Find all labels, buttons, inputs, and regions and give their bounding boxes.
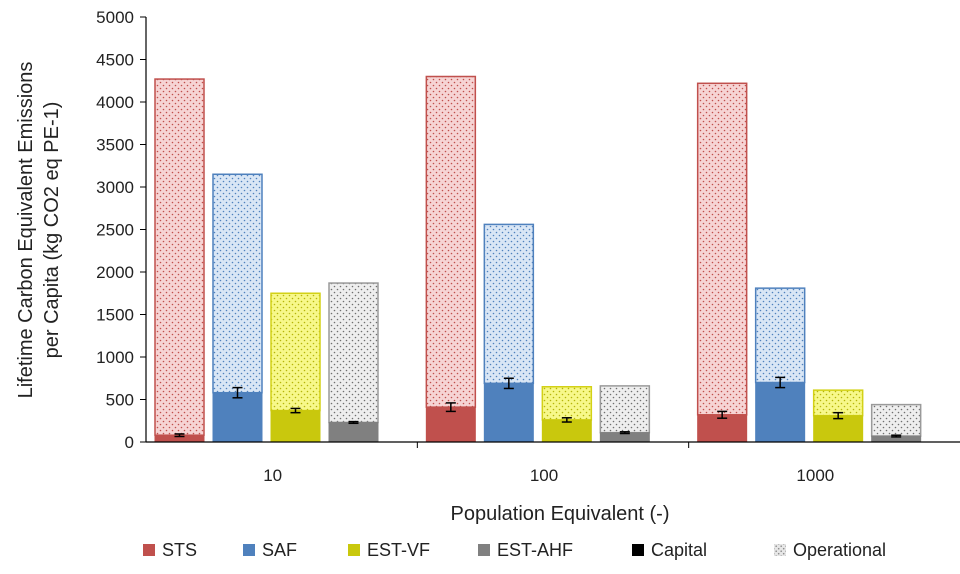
bar-operational xyxy=(328,282,379,424)
bar-capital xyxy=(541,419,592,443)
legend-swatch xyxy=(348,544,360,556)
legend-label: EST-AHF xyxy=(497,540,573,560)
legend-label: STS xyxy=(162,540,197,560)
y-axis-title-line-1: Lifetime Carbon Equivalent Emissions xyxy=(15,62,37,399)
legend-swatch xyxy=(774,544,786,556)
legend: STS SAF EST-VF EST-AHF Capital Operational xyxy=(143,540,886,560)
bar-capital xyxy=(483,382,534,443)
bar-capital xyxy=(813,415,864,443)
bar-operational xyxy=(270,292,321,412)
bar-capital xyxy=(425,406,476,443)
bar-operational xyxy=(812,389,864,417)
x-axis: 10 100 1000 xyxy=(146,441,960,485)
x-tick-label: 100 xyxy=(530,466,558,485)
bar-operational xyxy=(599,385,651,434)
bar-operational xyxy=(696,82,748,416)
y-axis-title-line-2: per Capita (kg CO2 eq PE-1) xyxy=(41,102,63,359)
bar-operational xyxy=(483,223,535,385)
y-tick-label: 2000 xyxy=(96,263,134,282)
x-axis-title: Population Equivalent (-) xyxy=(450,503,669,525)
y-axis: 0 500 1000 1500 2000 2500 3000 3500 4000 4500 5000 xyxy=(96,8,147,452)
bar-operational xyxy=(425,75,477,408)
bar-operational xyxy=(212,173,263,394)
y-axis-title: Lifetime Carbon Equivalent Emissions per… xyxy=(15,62,63,399)
legend-label: SAF xyxy=(262,540,297,560)
bar-operational xyxy=(754,287,806,384)
x-tick-label: 1000 xyxy=(796,466,834,485)
legend-label: Capital xyxy=(651,540,707,560)
bar-capital xyxy=(328,421,379,443)
bar-operational xyxy=(870,403,922,437)
bar-operational xyxy=(541,386,593,421)
bar-capital xyxy=(212,392,263,443)
bar-operational xyxy=(154,78,205,436)
legend-swatch xyxy=(478,544,490,556)
y-tick-label: 3500 xyxy=(96,136,134,155)
legend-label: Operational xyxy=(793,540,886,560)
y-tick-label: 1000 xyxy=(96,348,134,367)
legend-label: EST-VF xyxy=(367,540,430,560)
y-tick-label: 5000 xyxy=(96,8,134,27)
bars xyxy=(154,75,922,443)
y-tick-label: 3000 xyxy=(96,178,134,197)
legend-swatch xyxy=(632,544,644,556)
x-tick-label: 10 xyxy=(263,466,282,485)
y-tick-label: 500 xyxy=(106,391,134,410)
bar-capital xyxy=(755,382,806,443)
legend-swatch xyxy=(143,544,155,556)
y-tick-label: 4500 xyxy=(96,51,134,70)
bar-capital xyxy=(697,414,748,443)
legend-swatch xyxy=(243,544,255,556)
y-tick-label: 1500 xyxy=(96,306,134,325)
y-tick-label: 2500 xyxy=(96,221,134,240)
bar-capital xyxy=(270,410,321,443)
y-tick-label: 4000 xyxy=(96,93,134,112)
y-tick-label: 0 xyxy=(125,433,134,452)
